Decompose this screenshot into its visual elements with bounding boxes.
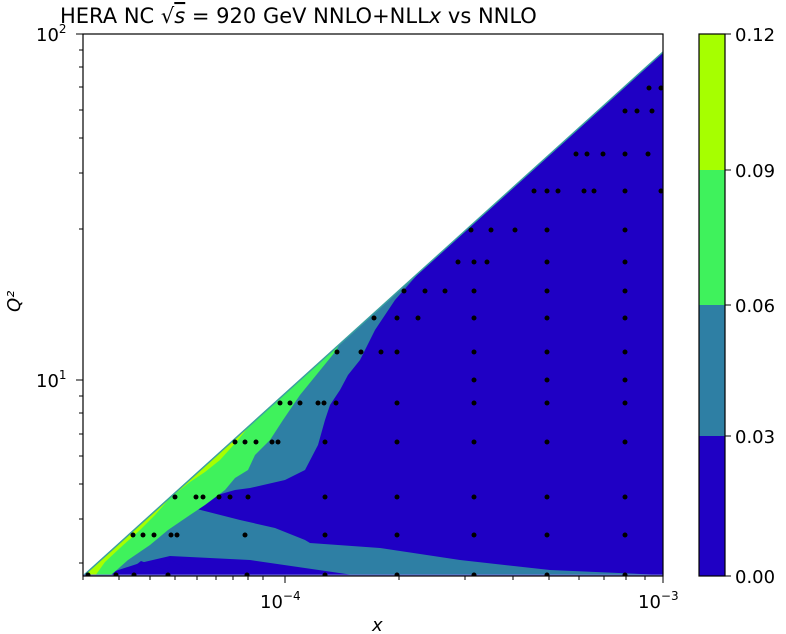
colorbar-tick-0.06: 0.06 [735, 296, 775, 317]
region-0.00-0.03-island-2 [165, 560, 200, 576]
colorbar-band-2 [699, 170, 725, 305]
data-points [85, 85, 663, 576]
colorbar-band-1 [699, 305, 725, 436]
x-tick-label-1e-3: 10−3 [638, 589, 679, 613]
colorbar-tick-0.12: 0.12 [735, 25, 775, 46]
chart-title: HERA NC √s = 920 GeV NNLO+NLLx vs NNLO [60, 4, 537, 28]
colorbar: 0.12 0.09 0.06 0.03 0.00 [698, 25, 775, 588]
plot-frame [82, 33, 664, 577]
colorbar-tick-0.09: 0.09 [735, 161, 775, 182]
x-axis-ticks [82, 576, 664, 583]
y-tick-label-10: 101 [36, 368, 67, 392]
plot-area: 102 101 10−4 10−3 x Q² [4, 22, 679, 634]
colorbar-tick-0.00: 0.00 [735, 567, 775, 588]
region-0.00-0.03-island-1 [122, 561, 168, 576]
colorbar-tick-0.03: 0.03 [735, 427, 775, 448]
y-axis-ticks [76, 33, 83, 564]
x-axis-label: x [371, 615, 383, 634]
y-tick-label-100: 102 [36, 22, 67, 46]
x-tick-label-1e-4: 10−4 [260, 589, 301, 613]
colorbar-band-3 [699, 34, 725, 170]
y-axis-label: Q² [4, 291, 25, 312]
colorbar-band-0 [699, 436, 725, 576]
